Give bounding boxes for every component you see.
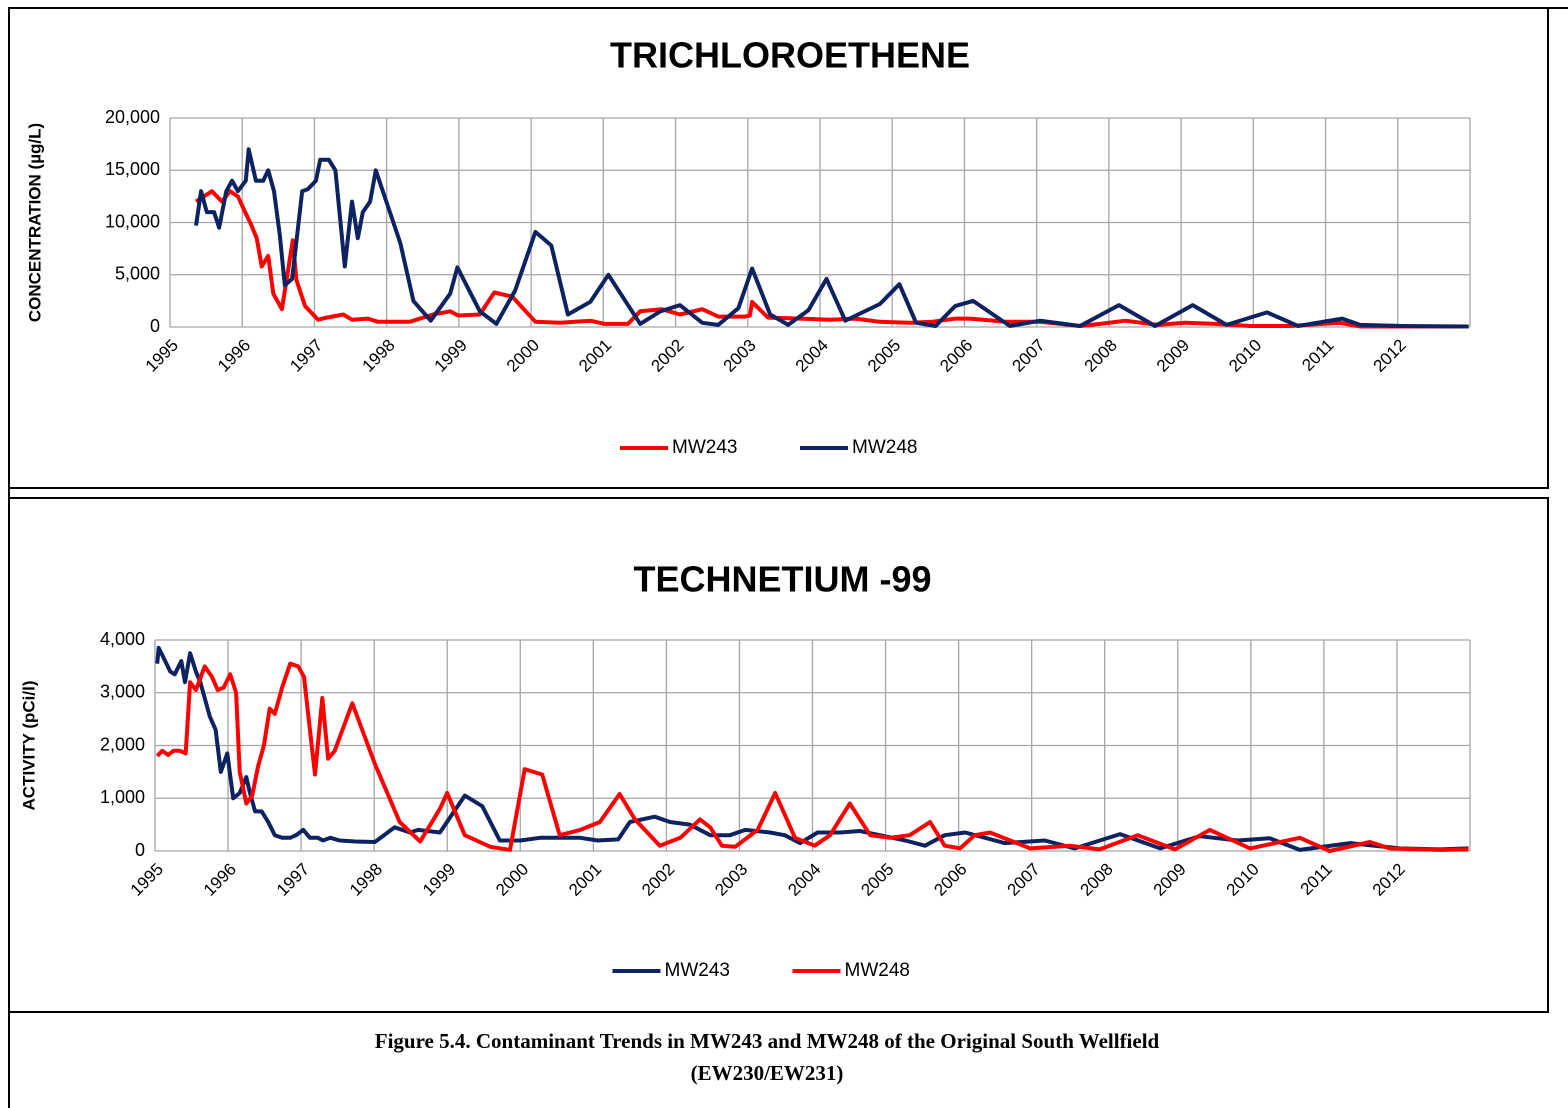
- y-tick-label: 10,000: [105, 211, 160, 231]
- x-tick-label: 2000: [492, 860, 532, 900]
- x-tick-label: 2001: [565, 860, 605, 900]
- x-tick-label: 2004: [792, 336, 832, 376]
- x-tick-label: 2002: [647, 336, 687, 376]
- x-tick-label: 1998: [346, 860, 386, 900]
- x-tick-label: 1999: [419, 860, 459, 900]
- x-tick-label: 2008: [1077, 860, 1117, 900]
- caption: Figure 5.4. Contaminant Trends in MW243 …: [375, 1029, 1160, 1053]
- x-tick-label: 2005: [864, 336, 904, 376]
- x-tick-label: 1999: [431, 336, 471, 376]
- x-tick-label: 2000: [503, 336, 543, 376]
- caption: (EW230/EW231): [691, 1061, 844, 1085]
- x-tick-label: 1996: [200, 860, 240, 900]
- x-tick-label: 2006: [936, 336, 976, 376]
- x-tick-label: 2005: [857, 860, 897, 900]
- y-tick-label: 2,000: [100, 734, 145, 754]
- x-tick-label: 1995: [127, 860, 167, 900]
- y-axis-title: ACTIVITY (pCi/l): [19, 680, 38, 810]
- legend-label: MW248: [852, 437, 917, 458]
- x-tick-label: 2003: [720, 336, 760, 376]
- x-tick-label: 2002: [638, 860, 678, 900]
- x-tick-label: 2001: [575, 336, 615, 376]
- x-tick-label: 1996: [214, 336, 254, 376]
- x-tick-label: 2006: [930, 860, 970, 900]
- x-tick-label: 2011: [1298, 336, 1337, 375]
- chart-box: [8, 7, 1549, 489]
- x-tick-label: 2009: [1150, 860, 1190, 900]
- data-line: [155, 661, 1469, 853]
- x-tick-label: 2003: [711, 860, 751, 900]
- x-tick-label: 2010: [1225, 336, 1265, 376]
- x-tick-label: 1997: [286, 336, 326, 376]
- chart-box: [8, 497, 1549, 1013]
- x-tick-label: 1998: [358, 336, 398, 376]
- x-tick-label: 2009: [1153, 336, 1193, 376]
- legend-label: MW243: [665, 960, 730, 981]
- y-tick-label: 15,000: [105, 159, 160, 179]
- x-tick-label: 2012: [1369, 860, 1409, 900]
- y-tick-label: 5,000: [115, 264, 160, 284]
- legend-label: MW248: [845, 960, 910, 981]
- legend-label: MW243: [672, 437, 737, 458]
- x-tick-label: 2004: [784, 860, 824, 900]
- x-tick-label: 2008: [1081, 336, 1121, 376]
- data-line: [194, 147, 1469, 329]
- chart-title: TRICHLOROETHENE: [610, 35, 970, 76]
- y-tick-label: 0: [150, 316, 160, 336]
- x-tick-label: 2007: [1008, 336, 1048, 376]
- x-tick-label: 1997: [273, 860, 313, 900]
- y-axis-title: CONCENTRATION (µg/L): [25, 123, 44, 322]
- y-tick-label: 0: [135, 840, 145, 860]
- y-tick-label: 20,000: [105, 107, 160, 127]
- y-tick-label: 4,000: [100, 629, 145, 649]
- y-tick-label: 1,000: [100, 787, 145, 807]
- x-tick-label: 2011: [1297, 860, 1336, 899]
- y-tick-label: 3,000: [100, 682, 145, 702]
- chart-title: TECHNETIUM -99: [633, 559, 931, 600]
- x-tick-label: 2010: [1223, 860, 1263, 900]
- x-tick-label: 2007: [1003, 860, 1043, 900]
- x-tick-label: 2012: [1370, 336, 1410, 376]
- x-tick-label: 1995: [142, 336, 182, 376]
